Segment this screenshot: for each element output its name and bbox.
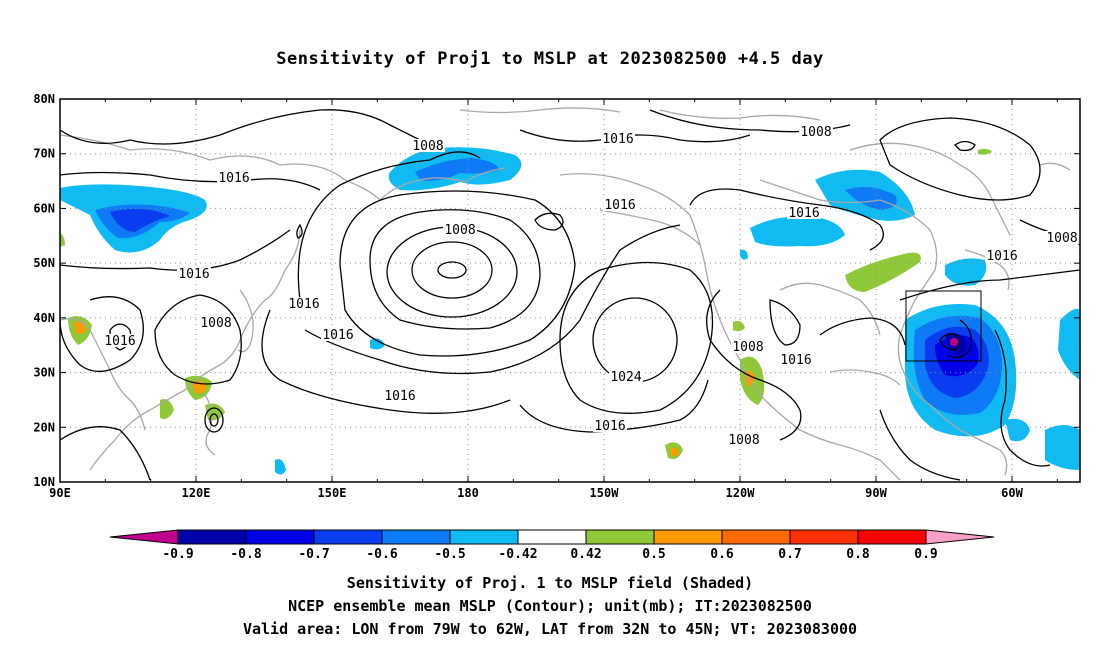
coastlines: [60, 107, 1071, 481]
contour-label-bg: [1045, 231, 1079, 244]
lon-label: 60W: [1001, 486, 1023, 500]
colorbar-label: -0.6: [366, 547, 397, 562]
lon-label: 90E: [49, 486, 71, 500]
lat-label: 70N: [33, 147, 55, 161]
colorbar-swatch: [381, 529, 451, 545]
contour-label-bg: [593, 419, 627, 432]
lat-label: 80N: [33, 92, 55, 106]
contour-label: 1016: [604, 198, 635, 213]
contour-label-bg: [799, 125, 833, 138]
colorbar-label: -0.7: [298, 547, 329, 562]
contour-label: 1016: [788, 206, 819, 221]
colorbar-swatch: [245, 529, 315, 545]
lon-label: 150E: [318, 486, 347, 500]
contour-label: 1016: [602, 132, 633, 147]
contour-label: 1016: [104, 334, 135, 349]
contour-label: 1016: [218, 171, 249, 186]
contour-label-bg: [985, 249, 1019, 262]
lon-label: 120E: [182, 486, 211, 500]
contour-label: 1008: [732, 340, 763, 355]
lat-label: 40N: [33, 311, 55, 325]
colorbar-swatch: [449, 529, 519, 545]
contour-label: 1008: [728, 433, 759, 448]
page-title: Sensitivity of Proj1 to MSLP at 20230825…: [276, 49, 824, 69]
lat-label: 30N: [33, 366, 55, 380]
colorbar-swatch: [789, 529, 859, 545]
colorbar-label: 0.6: [710, 547, 734, 562]
colorbar-label: -0.42: [498, 547, 537, 562]
lat-label: 60N: [33, 201, 55, 215]
colorbar-swatch: [313, 529, 383, 545]
colorbar-swatch: [585, 529, 655, 545]
contour-label-bg: [779, 353, 813, 366]
contour-label: 1008: [412, 139, 443, 154]
colorbar-label: 0.9: [914, 547, 937, 562]
colorbar-label: -0.8: [230, 547, 261, 562]
colorbar-label: 0.42: [570, 547, 601, 562]
contour-label-bg: [609, 370, 643, 383]
mslp-contours: [60, 109, 1080, 481]
colorbar-swatch: [177, 529, 247, 545]
axis-ticks: [59, 98, 1080, 483]
contour-label: 1016: [594, 419, 625, 434]
colorbar-label: -0.9: [162, 547, 193, 562]
colorbar-swatch: [721, 529, 791, 545]
contour-label-bg: [787, 206, 821, 219]
colorbar-label: 0.8: [846, 547, 870, 562]
lat-label: 20N: [33, 420, 55, 434]
contour-label-bg: [103, 334, 137, 347]
contour-label: 1008: [444, 223, 475, 238]
contour-label: 1008: [200, 316, 231, 331]
colorbar-max-triangle: [925, 529, 995, 545]
valid-area-box: [905, 290, 982, 362]
contour-label-bg: [383, 389, 417, 402]
colorbar: -0.9 -0.8 -0.7 -0.6 -0.5 -0.42 0.42 0.5 0.6 0.7 0.…: [109, 529, 995, 562]
colorbar-swatch: [653, 529, 723, 545]
contour-label: 1016: [288, 297, 319, 312]
colorbar-min-triangle: [109, 529, 179, 545]
colorbar-label: 0.7: [778, 547, 801, 562]
caption-line-2: NCEP ensemble mean MSLP (Contour); unit(…: [288, 597, 812, 615]
colorbar-swatch: [517, 529, 587, 545]
contour-label-bg: [199, 316, 233, 329]
contour-label: 1016: [986, 249, 1017, 264]
contour-label: 1016: [384, 389, 415, 404]
contour-label-bg: [217, 171, 251, 184]
map-frame: [59, 98, 1081, 483]
caption-line-1: Sensitivity of Proj. 1 to MSLP field (Sh…: [346, 574, 754, 592]
contour-label: 1008: [800, 125, 831, 140]
contour-label: 1008: [1046, 231, 1077, 246]
contour-label: 1024: [610, 370, 641, 385]
colorbar-label: 0.5: [642, 547, 665, 562]
lat-label: 50N: [33, 256, 55, 270]
contour-label: 1016: [780, 353, 811, 368]
lon-label: 180: [457, 486, 479, 500]
lon-label: 90W: [865, 486, 887, 500]
contour-label-bg: [727, 433, 761, 446]
contour-label-bg: [287, 297, 321, 310]
contour-label-bg: [601, 132, 635, 145]
lon-label: 120W: [726, 486, 756, 500]
contour-label-bg: [443, 223, 477, 236]
contour-label-bg: [321, 328, 355, 341]
contour-label-bg: [411, 139, 445, 152]
contour-label-bg: [177, 267, 211, 280]
contour-label: 1016: [178, 267, 209, 282]
graticule: [60, 99, 1080, 482]
lat-label: 10N: [33, 475, 55, 489]
contour-labels: 1008 1016 1016 1008 1016 1008 1016 1016 1008 1016…: [103, 125, 1079, 448]
colorbar-swatch: [857, 529, 927, 545]
contour-label-bg: [731, 340, 765, 353]
contour-label: 1016: [322, 328, 353, 343]
contour-label-bg: [603, 198, 637, 211]
lon-label: 150W: [590, 486, 620, 500]
caption-line-3: Valid area: LON from 79W to 62W, LAT fro…: [242, 620, 858, 638]
colorbar-label: -0.5: [434, 547, 465, 562]
